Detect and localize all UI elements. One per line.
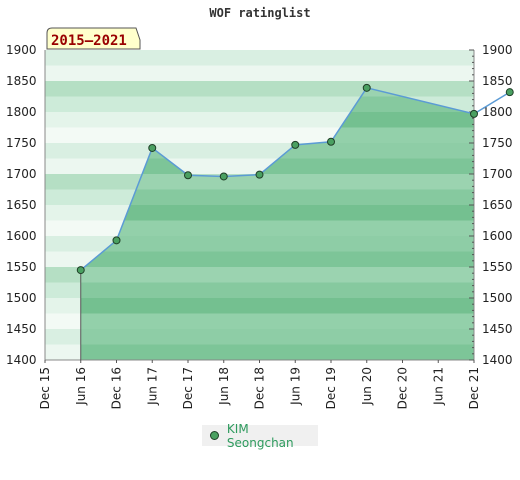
data-point[interactable] [112, 236, 121, 245]
data-point[interactable] [291, 140, 300, 149]
data-point[interactable] [470, 109, 478, 118]
y-tick-label-right: 1500 [482, 291, 513, 305]
y-tick-label-left: 1900 [6, 43, 37, 57]
band-dark [80, 236, 474, 252]
band-dark [80, 313, 474, 330]
axes: 1900 1900 1850 1850 1800 1800 1750 1750 1700 1700… [6, 43, 513, 409]
y-tick-label-left: 1650 [6, 198, 37, 212]
y-tick-label-right: 1550 [482, 260, 513, 274]
band-light [45, 65, 474, 82]
x-tick-label: Dec 16 [110, 367, 124, 409]
period-badge: 2015–2021 [46, 27, 141, 50]
y-tick-label-right: 1450 [482, 322, 513, 336]
x-tick-label: Dec 17 [181, 367, 195, 409]
data-point[interactable] [184, 171, 192, 180]
y-tick-label-left: 1850 [6, 74, 37, 88]
y-tick-label-left: 1700 [6, 167, 37, 181]
legend[interactable]: KIM Seongchan [202, 422, 318, 450]
legend-marker [210, 431, 219, 440]
data-point[interactable] [219, 172, 228, 181]
x-tick-label: Jun 21 [431, 367, 445, 406]
x-tick-label: Dec 21 [467, 367, 481, 409]
y-tick-label-right: 1700 [482, 167, 513, 181]
y-tick-label-left: 1450 [6, 322, 37, 336]
data-point[interactable] [148, 143, 157, 152]
y-tick-label-left: 1400 [6, 353, 37, 367]
x-tick-label: Dec 18 [253, 367, 267, 409]
y-tick-label-left: 1550 [6, 260, 37, 274]
band-dark [80, 329, 474, 345]
y-tick-label-right: 1750 [482, 136, 513, 150]
y-tick-label-right: 1600 [482, 229, 513, 243]
data-point[interactable] [505, 88, 514, 97]
series-kim-seongchan [76, 83, 514, 360]
data-point[interactable] [255, 170, 264, 179]
y-tick-label-left: 1600 [6, 229, 37, 243]
data-point[interactable] [327, 137, 335, 146]
period-badge-text: 2015–2021 [51, 33, 127, 49]
x-tick-label: Dec 15 [38, 367, 52, 409]
legend-label: KIM Seongchan [226, 421, 294, 450]
y-tick-label-left: 1500 [6, 291, 37, 305]
band-dark [80, 174, 474, 190]
y-tick-label-right: 1900 [482, 43, 513, 57]
band-dark [80, 282, 474, 299]
band-dark [80, 205, 474, 221]
x-tick-label: Dec 19 [324, 367, 338, 409]
x-tick-label: Jun 19 [288, 367, 302, 406]
y-tick-label-right: 1850 [482, 74, 513, 88]
chart-title: WOF ratinglist [209, 6, 310, 20]
data-point[interactable] [76, 266, 85, 275]
x-tick-label: Dec 20 [396, 367, 410, 409]
band-dark [80, 267, 474, 283]
band-light [45, 81, 474, 97]
band-dark [80, 189, 474, 206]
x-tick-label: Jun 16 [74, 367, 88, 406]
y-tick-label-right: 1650 [482, 198, 513, 212]
y-tick-label-left: 1800 [6, 105, 37, 119]
y-tick-label-left: 1750 [6, 136, 37, 150]
x-tick-label: Jun 20 [360, 367, 374, 406]
x-tick-label: Jun 18 [217, 367, 231, 406]
band-light [45, 50, 474, 66]
y-tick-label-right: 1800 [482, 105, 513, 119]
y-tick-label-right: 1400 [482, 353, 513, 367]
data-point[interactable] [362, 83, 371, 92]
band-dark [80, 220, 474, 237]
band-dark [80, 251, 474, 268]
band-dark [80, 344, 474, 360]
x-tick-label: Jun 17 [145, 367, 159, 406]
band-dark [80, 298, 474, 314]
